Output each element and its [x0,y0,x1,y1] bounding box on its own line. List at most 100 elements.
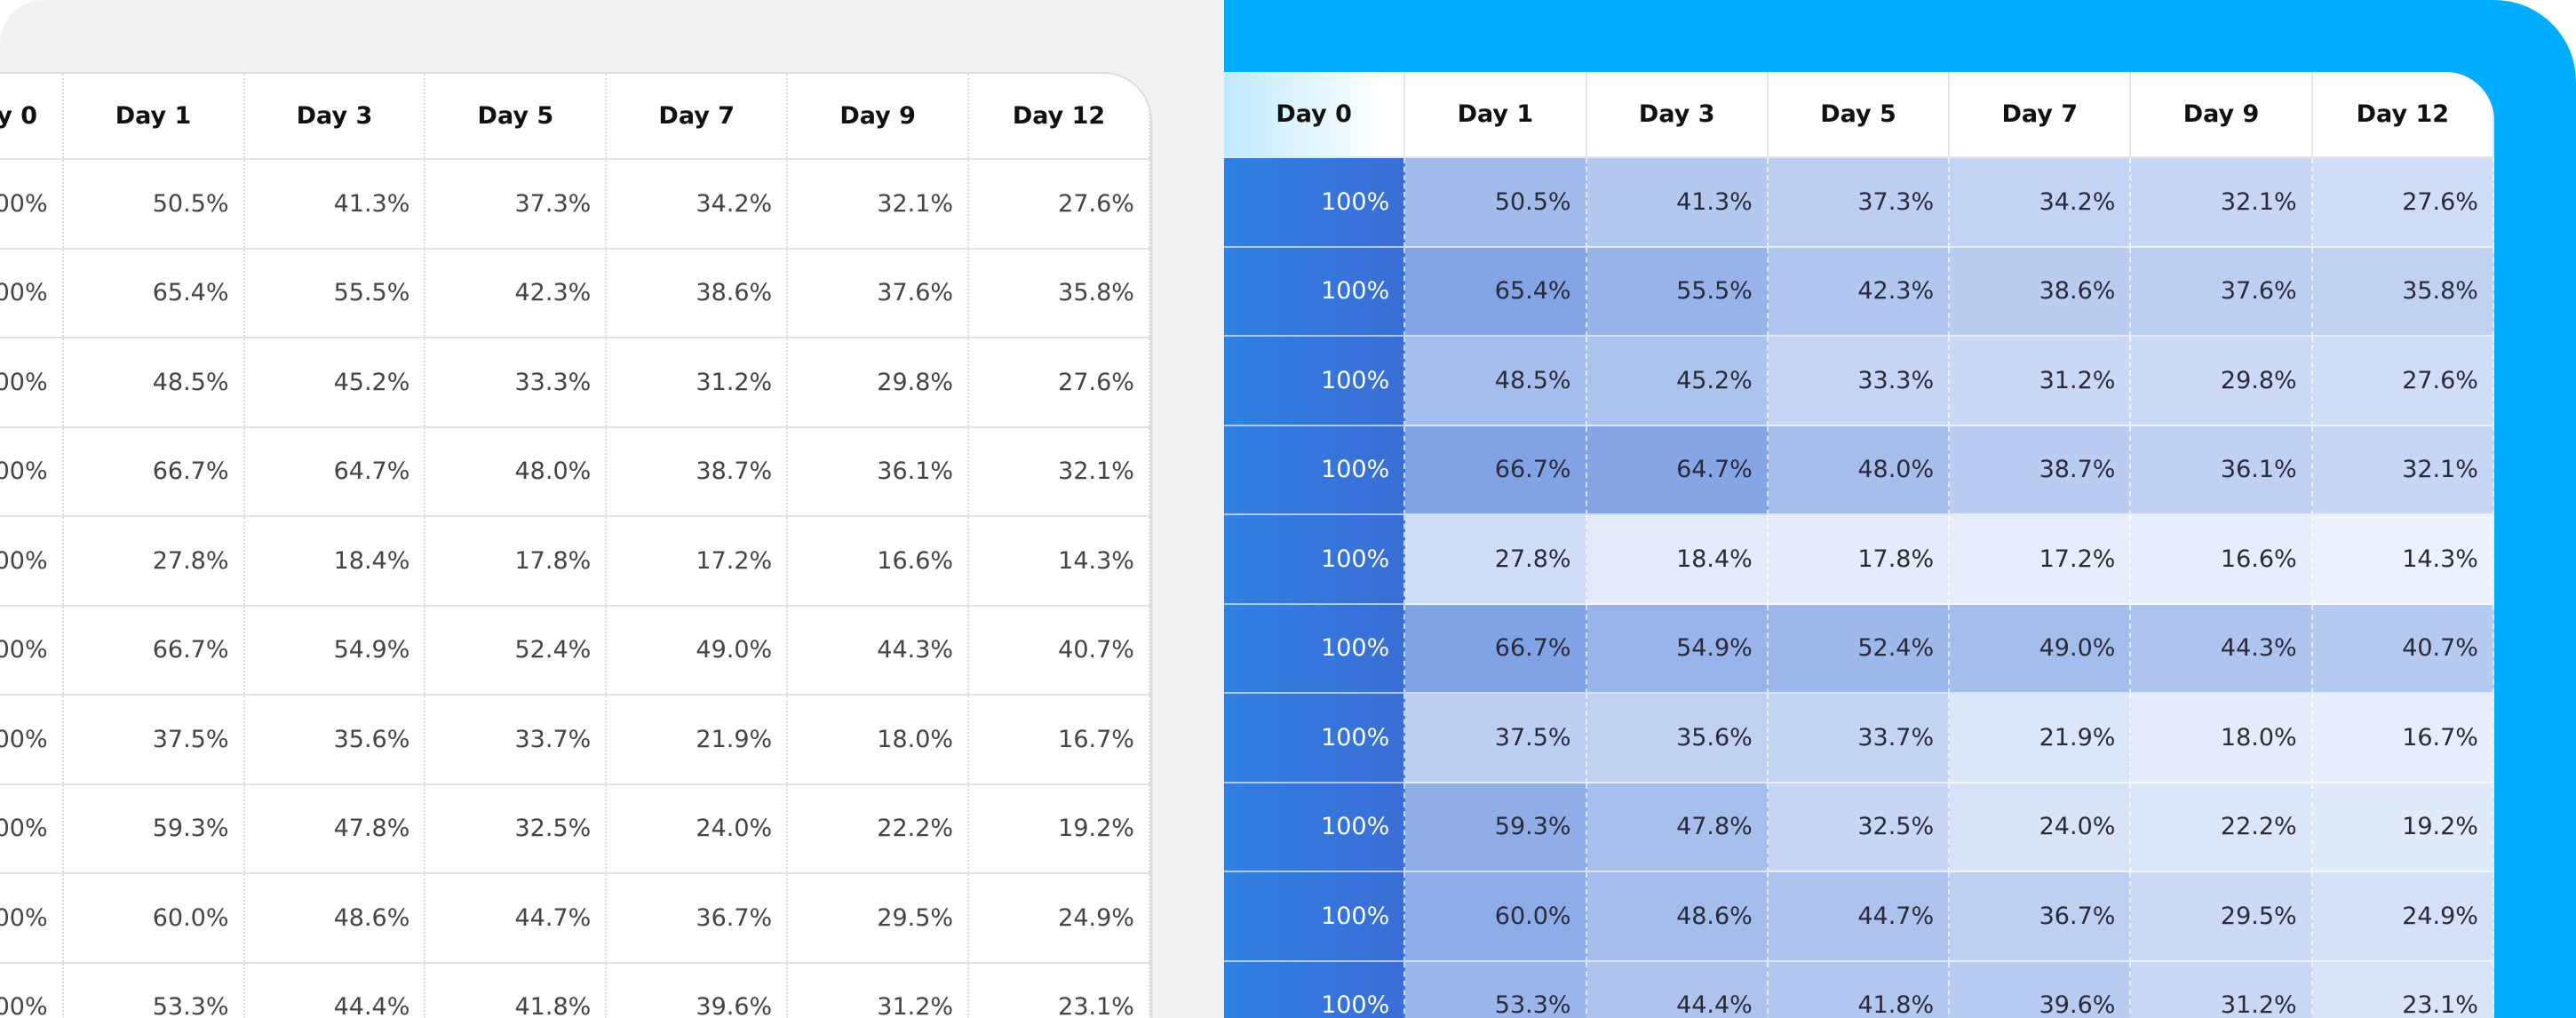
table-row: 100%53.3%44.4%41.8%39.6%31.2%23.1% [1224,961,2494,1018]
table-cell: 34.2% [607,160,789,248]
table-cell: 100% [0,784,64,872]
column-header: Day 0 [0,74,64,158]
table-cell: 100% [1224,425,1406,515]
table-cell: 100% [0,517,64,605]
column-header: Day 9 [2131,72,2313,158]
table-cell: 27.6% [2312,337,2494,426]
table-cell: 47.8% [245,784,426,872]
table-cell: 32.1% [2131,158,2313,248]
table-cell: 27.8% [64,517,245,605]
table-cell: 100% [0,963,64,1018]
table-cell: 100% [0,427,64,515]
table-cell: 38.6% [607,249,789,337]
table-cell: 66.7% [1405,604,1587,694]
table-cell: 39.6% [1950,961,2132,1018]
table-cell: 59.3% [64,784,245,872]
table-cell: 17.2% [1950,515,2132,605]
table-cell: 40.7% [969,606,1150,694]
table-cell: 24.9% [969,874,1150,962]
table-cell: 16.7% [969,696,1150,783]
table-cell: 32.5% [425,784,608,872]
table-cell: 36.1% [788,427,970,515]
table-cell: 100% [1224,158,1406,248]
table-cell: 100% [1224,247,1406,337]
table-cell: 17.2% [607,517,789,605]
table-cell: 18.4% [245,517,426,605]
table-cell: 18.4% [1586,515,1769,605]
table-cell: 21.9% [607,696,789,783]
table-cell: 33.7% [425,696,608,783]
table-cell: 21.9% [1950,694,2132,783]
table-cell: 29.5% [788,874,970,962]
table-cell: 37.6% [2131,247,2313,337]
table-cell: 16.7% [2312,694,2494,783]
table-cell: 16.6% [788,517,970,605]
table-cell: 44.7% [1768,872,1951,962]
table-cell: 37.5% [1405,694,1587,783]
table-cell: 100% [1224,694,1406,783]
table-cell: 66.7% [1405,425,1587,515]
table-cell: 29.5% [2131,872,2313,962]
table-row: 100%48.5%45.2%33.3%31.2%29.8%27.6% [0,338,1150,428]
column-header: Day 1 [1405,72,1587,158]
table-cell: 45.2% [245,338,426,426]
table-cell: 35.8% [969,249,1150,337]
table-cell: 53.3% [64,963,245,1018]
table-cell: 66.7% [64,606,245,694]
table-cell: 44.4% [245,963,426,1018]
table-cell: 52.4% [1768,604,1951,694]
column-header: Day 9 [788,74,970,158]
table-row: 100%53.3%44.4%41.8%39.6%31.2%23.1% [0,963,1150,1018]
table-cell: 18.0% [2131,694,2313,783]
table-cell: 100% [1224,872,1406,962]
table-cell: 48.6% [1586,872,1769,962]
table-cell: 27.6% [2312,158,2494,248]
table-cell: 49.0% [607,606,789,694]
table-cell: 48.6% [245,874,426,962]
table-cell: 37.3% [1768,158,1951,248]
table-cell: 100% [0,696,64,783]
table-cell: 36.7% [607,874,789,962]
table-row: 100%66.7%64.7%48.0%38.7%36.1%32.1% [0,427,1150,517]
table-cell: 33.7% [1768,694,1951,783]
table-cell: 37.5% [64,696,245,783]
column-header: Day 1 [64,74,245,158]
table-cell: 49.0% [1950,604,2132,694]
table-cell: 55.5% [245,249,426,337]
table-cell: 31.2% [2131,961,2313,1018]
table-cell: 22.2% [788,784,970,872]
table-cell: 65.4% [64,249,245,337]
table-cell: 35.6% [245,696,426,783]
column-header: Day 7 [1950,72,2132,158]
column-header: Day 12 [2312,72,2494,158]
table-cell: 65.4% [1405,247,1587,337]
table-cell: 53.3% [1405,961,1587,1018]
table-cell: 44.7% [425,874,608,962]
table-cell: 24.9% [2312,872,2494,962]
table-cell: 64.7% [245,427,426,515]
table-cell: 33.3% [425,338,608,426]
table-cell: 100% [1224,515,1406,605]
table-cell: 52.4% [425,606,608,694]
table-cell: 44.3% [2131,604,2313,694]
table-row: 100%37.5%35.6%33.7%21.9%18.0%16.7% [0,696,1150,785]
table-cell: 24.0% [1950,783,2132,872]
table-cell: 54.9% [245,606,426,694]
table-cell: 48.0% [425,427,608,515]
table-cell: 29.8% [2131,337,2313,426]
table-cell: 60.0% [1405,872,1587,962]
table-row: 100%66.7%54.9%52.4%49.0%44.3%40.7% [0,606,1150,696]
table-row: 100%50.5%41.3%37.3%34.2%32.1%27.6% [1224,158,2494,248]
table-row: 100%48.5%45.2%33.3%31.2%29.8%27.6% [1224,337,2494,426]
table-cell: 31.2% [788,963,970,1018]
table-cell: 38.7% [607,427,789,515]
table-cell: 50.5% [64,160,245,248]
table-cell: 38.7% [1950,425,2132,515]
table-cell: 100% [1224,337,1406,426]
table-cell: 23.1% [2312,961,2494,1018]
table-cell: 100% [0,249,64,337]
table-cell: 48.5% [1405,337,1587,426]
